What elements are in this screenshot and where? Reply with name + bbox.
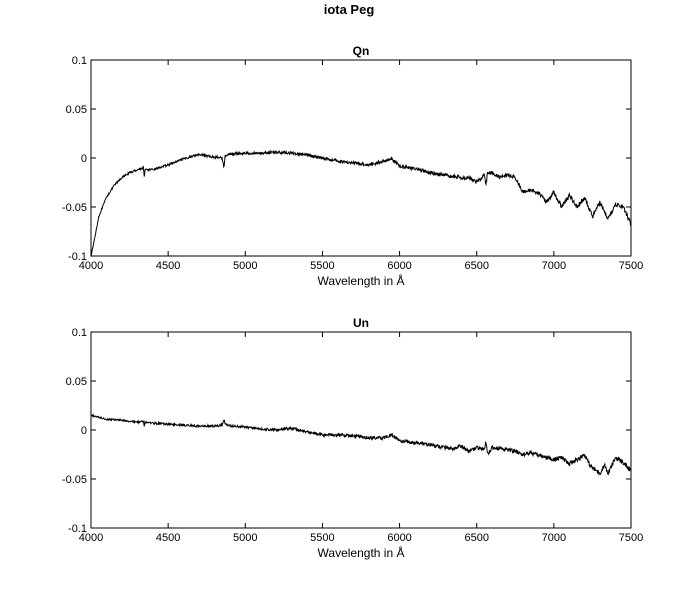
subplot-un-axes-box (90, 331, 632, 529)
subplot-qn-axes-box (90, 59, 632, 257)
figure-title: iota Peg (324, 2, 375, 17)
subplot-qn-xlabel: Wavelength in Å (318, 273, 405, 288)
subplot-qn-ytick-label: -0.1 (68, 251, 87, 263)
subplot-un-xtick-label: 6000 (387, 532, 411, 544)
subplot-un-x-axis: 4000 4500 5000 5500 6000 6500 7000 7500 (79, 332, 643, 544)
subplot-qn-xtick-label: 4000 (79, 260, 103, 272)
subplot-un: Un 0.1 0.05 0 -0.05 -0.1 4000 4500 5000 5500 600… (62, 316, 643, 560)
subplot-un-ytick-label: 0 (81, 425, 87, 437)
subplot-qn-title: Qn (353, 44, 370, 58)
subplot-un-xtick-label: 5000 (233, 532, 257, 544)
subplot-un-xtick-label: 7500 (619, 532, 643, 544)
subplot-un-ytick-label: -0.1 (68, 523, 87, 535)
subplot-qn-ytick-label: -0.05 (62, 202, 87, 214)
subplot-un-y-axis: 0.1 0.05 0 -0.05 -0.1 (62, 327, 631, 535)
subplot-qn-xtick-label: 6000 (387, 260, 411, 272)
subplot-qn-xtick-label: 7000 (542, 260, 566, 272)
subplot-qn: Qn 0.1 0.05 0 -0.05 -0.1 4000 4500 5000 5500 600… (62, 44, 643, 288)
subplot-un-ytick-label: -0.05 (62, 474, 87, 486)
subplot-un-title: Un (353, 316, 369, 330)
subplot-un-xlabel: Wavelength in Å (318, 545, 405, 560)
subplot-qn-xtick-label: 5000 (233, 260, 257, 272)
subplot-qn-xtick-label: 4500 (156, 260, 180, 272)
subplot-un-ytick-label: 0.1 (72, 327, 87, 339)
subplot-qn-y-axis: 0.1 0.05 0 -0.05 -0.1 (62, 55, 631, 263)
subplot-qn-ytick-label: 0.05 (66, 104, 87, 116)
subplot-un-xtick-label: 6500 (464, 532, 488, 544)
subplot-qn-xtick-label: 5500 (310, 260, 334, 272)
subplot-qn-x-axis: 4000 4500 5000 5500 6000 6500 7000 7500 (79, 60, 643, 272)
subplot-un-xtick-label: 5500 (310, 532, 334, 544)
subplot-un-xtick-label: 7000 (542, 532, 566, 544)
subplot-un-xtick-label: 4500 (156, 532, 180, 544)
subplot-qn-xtick-label: 6500 (464, 260, 488, 272)
subplot-qn-ytick-label: 0 (81, 153, 87, 165)
qn-series-line (90, 149, 632, 257)
subplot-un-ytick-label: 0.05 (66, 376, 87, 388)
subplot-un-xtick-label: 4000 (79, 532, 103, 544)
subplot-qn-ytick-label: 0.1 (72, 55, 87, 67)
subplot-qn-xtick-label: 7500 (619, 260, 643, 272)
un-series-line (90, 413, 632, 476)
